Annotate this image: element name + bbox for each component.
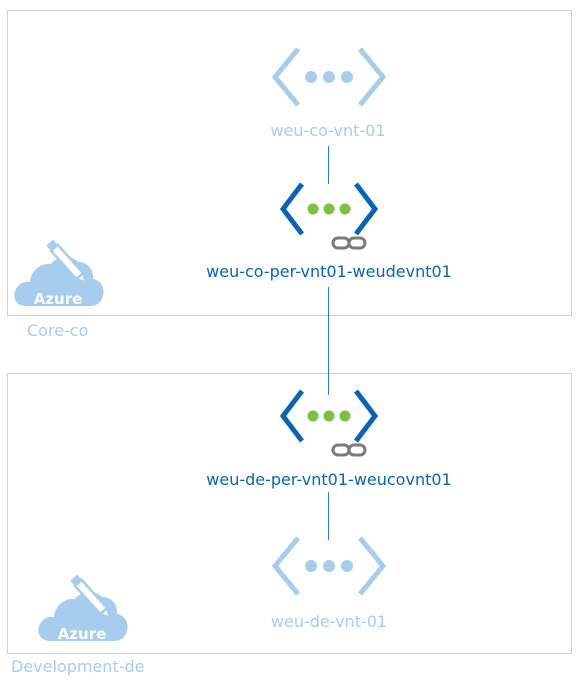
- development-group-box: [7, 373, 572, 654]
- dev-vnet-label: weu-de-vnt-01: [270, 612, 388, 631]
- link-icon: [331, 443, 367, 457]
- core-cloud-badge-text: Azure: [34, 290, 83, 308]
- core-group-label: Core-co: [27, 321, 89, 340]
- virtual-network-icon[interactable]: [272, 535, 388, 597]
- development-group-label: Development-de: [11, 657, 145, 676]
- dev-cloud-badge-text: Azure: [58, 625, 107, 643]
- connector-dev-peering-to-vnet: [328, 492, 329, 540]
- dev-peering-label[interactable]: weu-de-per-vnt01-weucovnt01: [206, 470, 452, 489]
- connector-core-vnet-to-peering: [328, 146, 329, 184]
- connector-core-peering-to-dev-peering: [328, 287, 329, 395]
- link-icon: [331, 236, 367, 250]
- core-vnet-label: weu-co-vnt-01: [270, 121, 386, 140]
- core-group-box: [7, 10, 572, 316]
- peering-vnet-icon[interactable]: [280, 388, 378, 444]
- azure-cloud-icon: Azure: [14, 239, 104, 308]
- core-peering-label[interactable]: weu-co-per-vnt01-weudevnt01: [206, 262, 452, 281]
- peering-vnet-icon[interactable]: [280, 181, 378, 237]
- virtual-network-icon[interactable]: [272, 46, 388, 108]
- azure-cloud-icon: Azure: [38, 574, 128, 643]
